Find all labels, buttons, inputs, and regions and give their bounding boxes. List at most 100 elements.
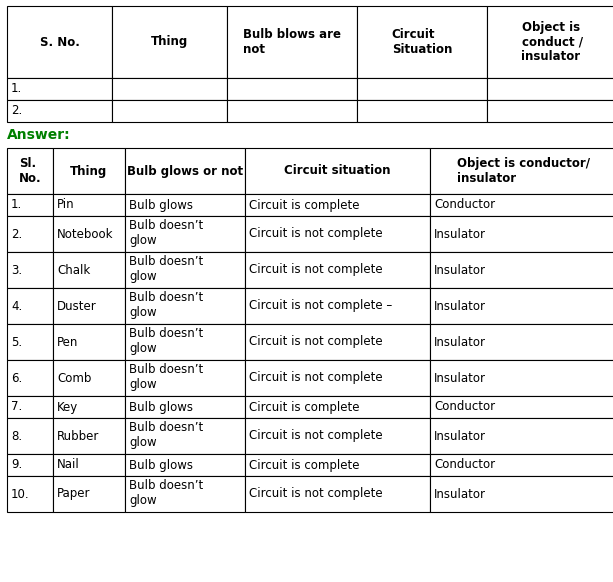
- Bar: [112, 6, 227, 78]
- Text: Circuit is complete: Circuit is complete: [249, 400, 359, 413]
- Bar: [7, 288, 53, 324]
- Text: 2.: 2.: [11, 105, 22, 118]
- Bar: [227, 78, 357, 100]
- Bar: [7, 216, 53, 252]
- Text: Nail: Nail: [57, 459, 80, 471]
- Text: Insulator: Insulator: [434, 300, 486, 313]
- Text: Key: Key: [57, 400, 78, 413]
- Text: Insulator: Insulator: [434, 488, 486, 501]
- Text: 1.: 1.: [11, 198, 22, 211]
- Text: Object is
conduct /
insulator: Object is conduct / insulator: [522, 20, 582, 63]
- Text: Insulator: Insulator: [434, 264, 486, 276]
- Text: Comb: Comb: [57, 371, 91, 385]
- Bar: [245, 454, 430, 476]
- Text: 5.: 5.: [11, 335, 22, 349]
- Text: 9.: 9.: [11, 459, 22, 471]
- Bar: [430, 148, 613, 194]
- Bar: [7, 148, 53, 194]
- Bar: [430, 252, 613, 288]
- Text: Circuit is not complete –: Circuit is not complete –: [249, 300, 392, 313]
- Text: 3.: 3.: [11, 264, 22, 276]
- Text: Circuit is not complete: Circuit is not complete: [249, 264, 383, 276]
- Bar: [53, 252, 125, 288]
- Bar: [7, 396, 53, 418]
- Bar: [125, 418, 245, 454]
- Text: Insulator: Insulator: [434, 335, 486, 349]
- Bar: [125, 288, 245, 324]
- Text: Insulator: Insulator: [434, 430, 486, 442]
- Bar: [245, 194, 430, 216]
- Bar: [53, 194, 125, 216]
- Bar: [53, 288, 125, 324]
- Text: Bulb doesn’t
glow: Bulb doesn’t glow: [129, 479, 204, 507]
- Bar: [227, 6, 357, 78]
- Text: Insulator: Insulator: [434, 371, 486, 385]
- Bar: [125, 252, 245, 288]
- Text: Bulb glows: Bulb glows: [129, 198, 193, 211]
- Text: Circuit is not complete: Circuit is not complete: [249, 228, 383, 240]
- Bar: [357, 6, 487, 78]
- Bar: [357, 78, 487, 100]
- Bar: [245, 418, 430, 454]
- Text: Bulb doesn’t
glow: Bulb doesn’t glow: [129, 255, 204, 283]
- Text: Rubber: Rubber: [57, 430, 99, 442]
- Bar: [245, 396, 430, 418]
- Bar: [430, 454, 613, 476]
- Text: Circuit is not complete: Circuit is not complete: [249, 371, 383, 385]
- Bar: [112, 78, 227, 100]
- Text: Bulb glows: Bulb glows: [129, 459, 193, 471]
- Text: 1.: 1.: [11, 83, 22, 95]
- Bar: [125, 194, 245, 216]
- Bar: [125, 476, 245, 512]
- Bar: [53, 454, 125, 476]
- Text: Pin: Pin: [57, 198, 75, 211]
- Text: 4.: 4.: [11, 300, 22, 313]
- Bar: [245, 360, 430, 396]
- Text: 8.: 8.: [11, 430, 22, 442]
- Text: Pen: Pen: [57, 335, 78, 349]
- Text: Circuit
Situation: Circuit Situation: [392, 28, 452, 56]
- Bar: [53, 148, 125, 194]
- Bar: [245, 252, 430, 288]
- Text: Sl.
No.: Sl. No.: [18, 157, 41, 185]
- Text: Conductor: Conductor: [434, 400, 495, 413]
- Text: Circuit is complete: Circuit is complete: [249, 459, 359, 471]
- Bar: [7, 100, 112, 122]
- Text: Bulb doesn’t
glow: Bulb doesn’t glow: [129, 363, 204, 391]
- Text: 7.: 7.: [11, 400, 22, 413]
- Bar: [430, 360, 613, 396]
- Bar: [430, 288, 613, 324]
- Bar: [53, 360, 125, 396]
- Bar: [53, 324, 125, 360]
- Bar: [487, 6, 613, 78]
- Bar: [487, 78, 613, 100]
- Bar: [125, 360, 245, 396]
- Bar: [227, 100, 357, 122]
- Text: Bulb glows or not: Bulb glows or not: [127, 165, 243, 178]
- Text: Circuit is not complete: Circuit is not complete: [249, 335, 383, 349]
- Text: Duster: Duster: [57, 300, 97, 313]
- Bar: [245, 216, 430, 252]
- Bar: [7, 454, 53, 476]
- Bar: [357, 100, 487, 122]
- Text: Bulb doesn’t
glow: Bulb doesn’t glow: [129, 327, 204, 355]
- Bar: [53, 396, 125, 418]
- Bar: [430, 418, 613, 454]
- Text: Circuit is not complete: Circuit is not complete: [249, 430, 383, 442]
- Bar: [245, 288, 430, 324]
- Bar: [7, 252, 53, 288]
- Bar: [125, 454, 245, 476]
- Bar: [245, 148, 430, 194]
- Text: Conductor: Conductor: [434, 459, 495, 471]
- Bar: [487, 100, 613, 122]
- Text: Circuit is complete: Circuit is complete: [249, 198, 359, 211]
- Text: 2.: 2.: [11, 228, 22, 240]
- Text: 6.: 6.: [11, 371, 22, 385]
- Bar: [125, 148, 245, 194]
- Bar: [430, 194, 613, 216]
- Text: Insulator: Insulator: [434, 228, 486, 240]
- Text: Bulb glows: Bulb glows: [129, 400, 193, 413]
- Bar: [125, 324, 245, 360]
- Text: Answer:: Answer:: [7, 128, 70, 142]
- Bar: [430, 396, 613, 418]
